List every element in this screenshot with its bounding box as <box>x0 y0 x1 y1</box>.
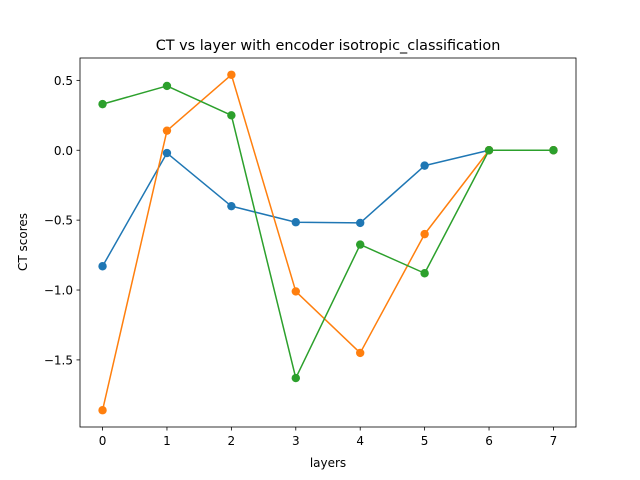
data-point <box>549 146 558 155</box>
series-layer <box>98 70 558 415</box>
y-tick-label: 0.0 <box>54 144 73 158</box>
x-tick-label: 0 <box>99 434 107 448</box>
y-axis-label: CT scores <box>16 213 30 271</box>
y-axis: −1.5 −1.0 −0.5 0.0 0.5 <box>44 74 80 367</box>
chart-title: CT vs layer with encoder isotropic_class… <box>156 38 501 54</box>
data-point <box>291 373 300 383</box>
data-point <box>98 99 107 109</box>
data-point <box>98 406 107 415</box>
data-point <box>227 201 236 211</box>
data-point <box>356 240 365 249</box>
data-point <box>356 218 365 228</box>
data-point <box>356 348 365 358</box>
data-point <box>227 70 236 79</box>
data-point <box>291 287 300 296</box>
x-tick-label: 4 <box>356 434 364 448</box>
data-point <box>420 269 429 278</box>
data-point <box>162 126 172 135</box>
x-tick-label: 3 <box>292 434 300 448</box>
x-tick-label: 6 <box>485 434 493 448</box>
series-line <box>101 149 554 267</box>
y-tick-label: −1.0 <box>44 284 73 298</box>
data-point <box>420 161 429 170</box>
series-line <box>102 85 554 379</box>
data-point <box>227 111 236 120</box>
data-point <box>98 262 107 271</box>
x-axis-label: layers <box>310 456 346 470</box>
plot-frame <box>79 57 577 428</box>
data-point <box>420 229 429 239</box>
x-tick-label: 1 <box>163 434 171 448</box>
x-axis: 0 1 2 3 4 5 6 7 <box>99 427 558 448</box>
x-tick-label: 7 <box>550 434 558 448</box>
data-point <box>162 148 172 158</box>
x-tick-label: 2 <box>228 434 236 448</box>
y-tick-label: −0.5 <box>44 214 73 228</box>
x-tick-label: 5 <box>421 434 429 448</box>
data-point <box>162 81 172 91</box>
series-line <box>101 74 554 411</box>
data-point <box>484 146 494 155</box>
y-tick-label: −1.5 <box>44 353 73 367</box>
series-3 <box>98 81 558 383</box>
data-point <box>291 218 300 227</box>
y-tick-label: 0.5 <box>54 74 73 88</box>
